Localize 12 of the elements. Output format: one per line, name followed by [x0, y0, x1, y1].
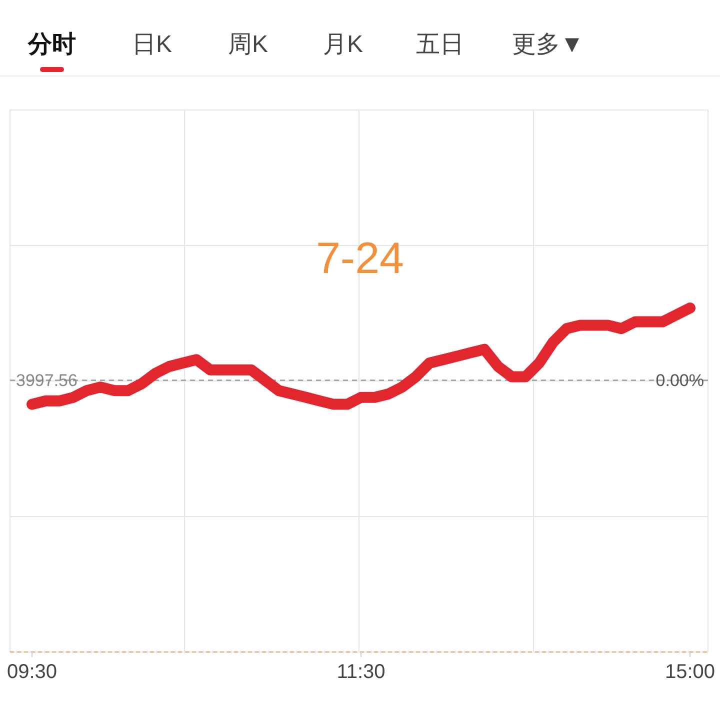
text: 月K: [322, 31, 364, 58]
annotation: 3997.56: [16, 371, 78, 390]
text: 五日: [416, 31, 464, 58]
x-tick-label: 09:30: [6, 661, 58, 683]
annotation: 0.00%: [656, 371, 704, 390]
text: 周K: [228, 31, 268, 58]
text: 更多▼: [512, 31, 584, 58]
x-tick-label: 11:30: [336, 661, 386, 683]
text: 日K: [132, 31, 172, 58]
x-tick-label: 15:00: [664, 661, 716, 683]
text: 分时: [27, 31, 76, 58]
text: 7-24: [316, 234, 404, 283]
